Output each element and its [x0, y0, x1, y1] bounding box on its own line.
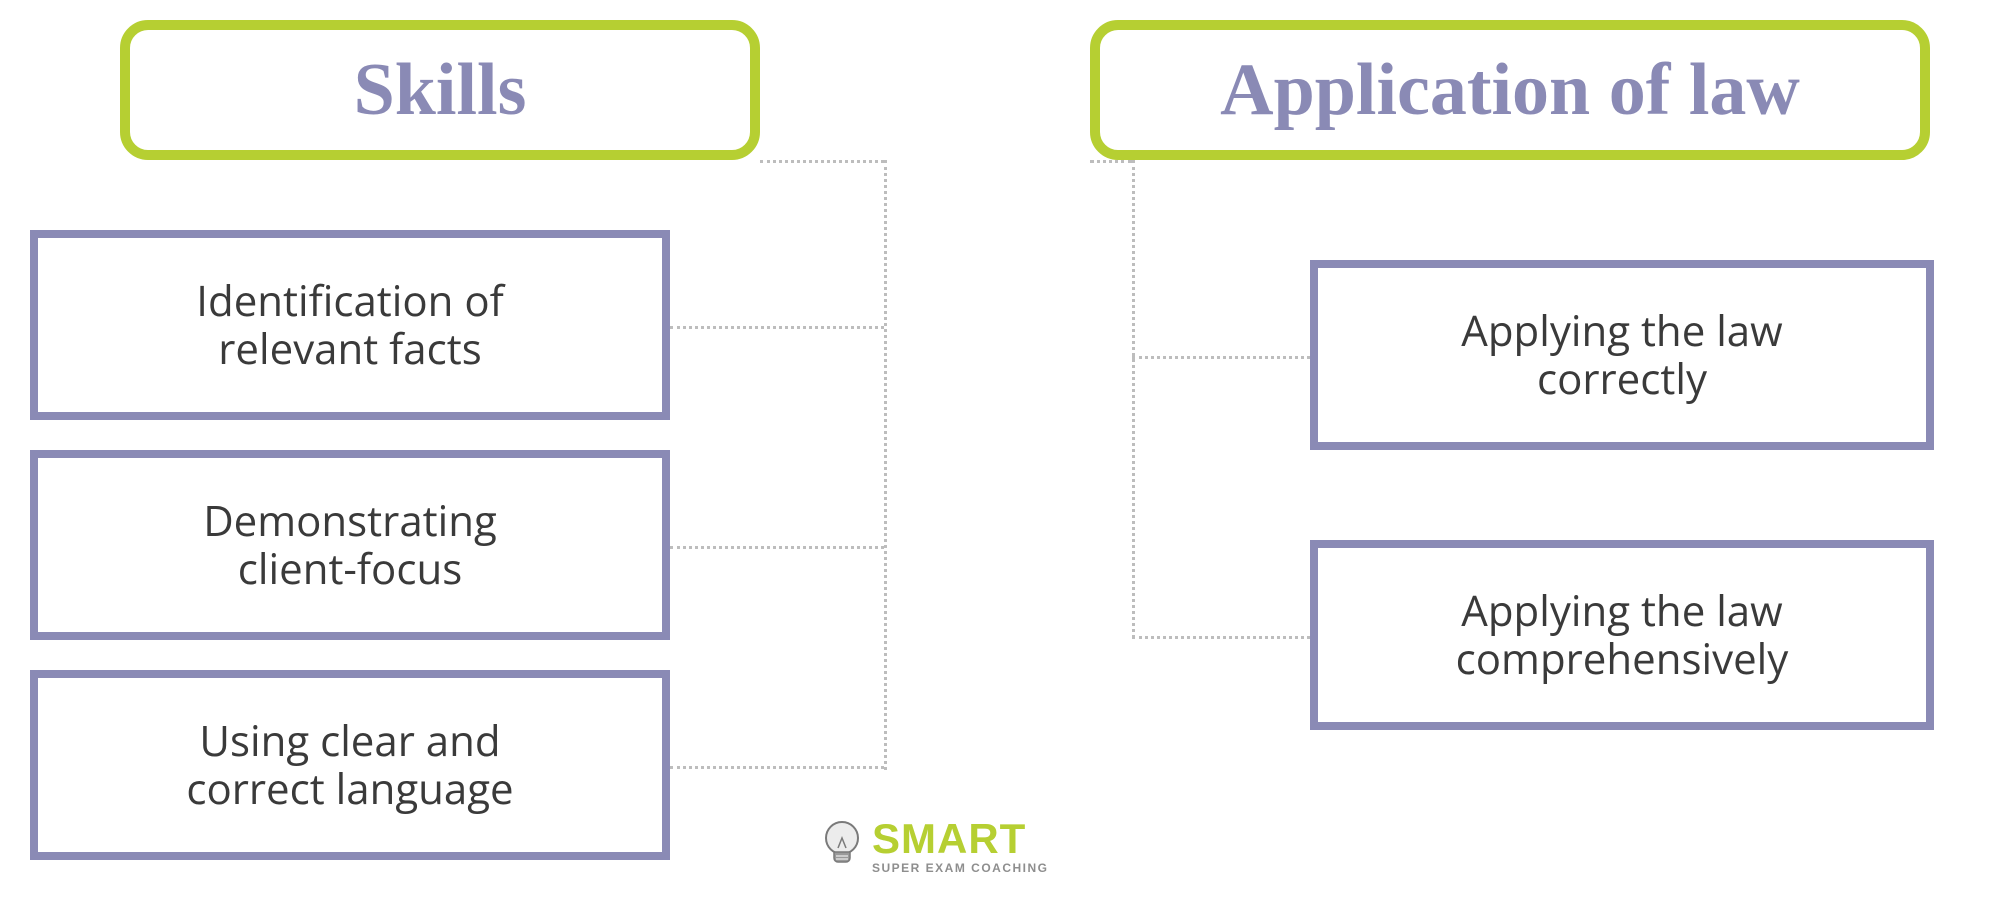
skills-header-stub — [760, 160, 884, 163]
application-header-text: Application of law — [1220, 48, 1800, 133]
skills-connector-2 — [670, 546, 884, 549]
application-item-2-text: Applying the lawcomprehensively — [1456, 587, 1789, 684]
application-connector-trunk — [1132, 160, 1135, 638]
skills-item-2-text: Demonstratingclient-focus — [203, 497, 497, 594]
skills-item-1: Identification ofrelevant facts — [30, 230, 670, 420]
skills-item-3: Using clear andcorrect language — [30, 670, 670, 860]
skills-header-text: Skills — [354, 48, 527, 133]
application-connector-2 — [1132, 636, 1310, 639]
logo-text-block: SMART SUPER EXAM COACHING — [872, 818, 1049, 874]
application-item-2: Applying the lawcomprehensively — [1310, 540, 1934, 730]
skills-connector-3 — [670, 766, 884, 769]
application-header-stub — [1090, 160, 1132, 163]
application-item-1: Applying the lawcorrectly — [1310, 260, 1934, 450]
lightbulb-icon — [820, 818, 864, 874]
skills-connector-1 — [670, 326, 884, 329]
skills-connector-trunk — [884, 160, 887, 770]
application-header-box: Application of law — [1090, 20, 1930, 160]
logo-main-text: SMART — [872, 818, 1049, 860]
skills-item-3-text: Using clear andcorrect language — [186, 717, 513, 814]
smart-logo: SMART SUPER EXAM COACHING — [820, 818, 1049, 874]
skills-item-1-text: Identification ofrelevant facts — [196, 277, 503, 374]
skills-header-box: Skills — [120, 20, 760, 160]
skills-item-2: Demonstratingclient-focus — [30, 450, 670, 640]
application-connector-1 — [1132, 356, 1310, 359]
application-item-1-text: Applying the lawcorrectly — [1461, 307, 1782, 404]
logo-sub-text: SUPER EXAM COACHING — [872, 862, 1049, 874]
